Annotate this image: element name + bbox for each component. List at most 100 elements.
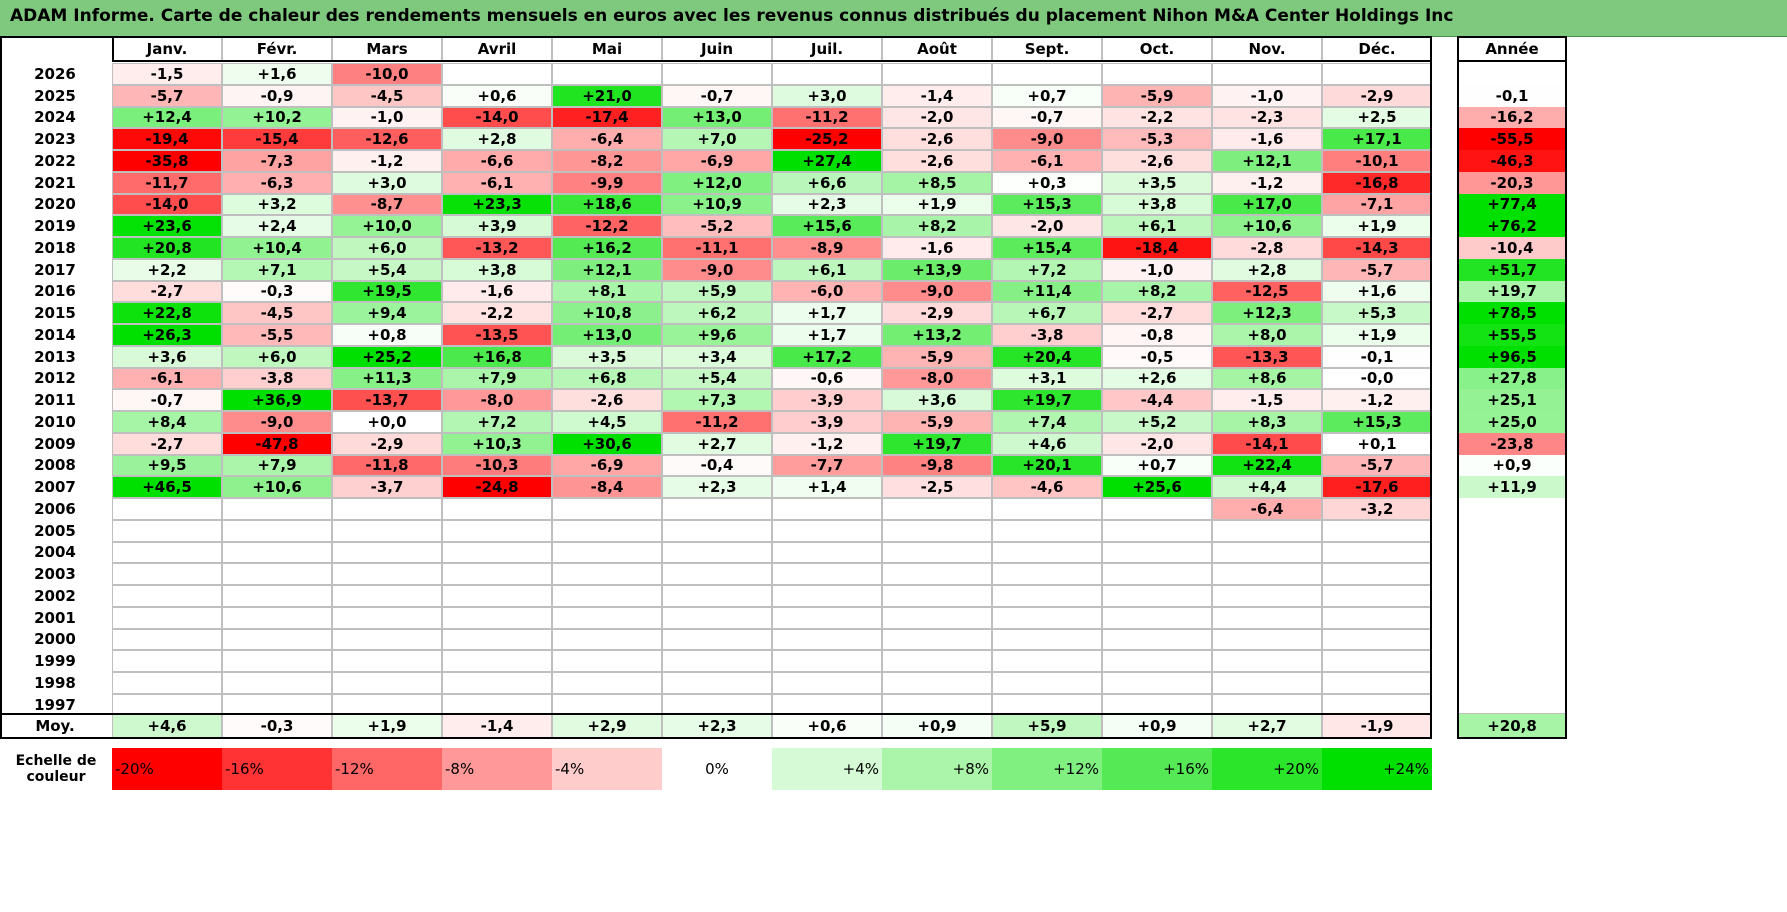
month-header: Juil. <box>772 36 882 62</box>
heatmap-cell: +19,7 <box>992 389 1102 411</box>
heatmap-cell: +15,6 <box>772 215 882 237</box>
heatmap-cell <box>552 519 662 542</box>
heatmap-cell: -9,8 <box>882 454 992 477</box>
annual-cell: +11,9 <box>1457 476 1567 498</box>
year-label: 2003 <box>0 563 110 585</box>
heatmap-cell <box>882 541 992 564</box>
heatmap-cell: -6,4 <box>1212 498 1322 520</box>
heatmap-cell: +9,4 <box>332 302 442 324</box>
heatmap-cell <box>552 585 662 607</box>
heatmap-cell: +25,2 <box>332 345 442 368</box>
average-annual-cell: +20,8 <box>1457 713 1567 739</box>
heatmap-cell: +1,6 <box>1322 280 1432 303</box>
heatmap-cell: -14,0 <box>112 193 222 216</box>
heatmap-cell: -2,0 <box>1102 432 1212 455</box>
heatmap-cell: +8,2 <box>882 215 992 237</box>
heatmap-cell: -12,6 <box>332 128 442 150</box>
heatmap-cell: -2,9 <box>332 432 442 455</box>
heatmap-cell <box>552 498 662 520</box>
heatmap-cell: -7,7 <box>772 454 882 477</box>
heatmap-cell: +5,4 <box>662 367 772 390</box>
heatmap-cell: +1,6 <box>222 63 332 85</box>
heatmap-cell <box>332 585 442 607</box>
heatmap-cell: +4,5 <box>552 411 662 433</box>
heatmap-cell <box>992 498 1102 520</box>
heatmap-cell: +5,3 <box>1322 302 1432 324</box>
heatmap-cell: +2,3 <box>662 476 772 498</box>
heatmap-cell: -5,5 <box>222 324 332 346</box>
heatmap-cell <box>222 650 332 672</box>
heatmap-cell: +20,1 <box>992 454 1102 477</box>
heatmap-cell: +22,8 <box>112 302 222 324</box>
heatmap-cell: -2,2 <box>1102 106 1212 129</box>
heatmap-cell: +17,2 <box>772 345 882 368</box>
heatmap-cell: +7,3 <box>662 389 772 411</box>
heatmap-cell: -8,9 <box>772 237 882 259</box>
heatmap-cell: -3,8 <box>992 324 1102 346</box>
annual-cell: +77,4 <box>1457 193 1567 216</box>
heatmap-cell <box>882 585 992 607</box>
heatmap-cell: +27,4 <box>772 150 882 172</box>
page-title: ADAM Informe. Carte de chaleur des rende… <box>10 6 1454 26</box>
heatmap-cell: -1,2 <box>772 432 882 455</box>
heatmap-cell: -13,5 <box>442 324 552 346</box>
heatmap-cell <box>552 541 662 564</box>
heatmap-cell: -1,6 <box>1212 128 1322 150</box>
heatmap-cell: -2,8 <box>1212 237 1322 259</box>
year-label: 2023 <box>0 128 110 150</box>
heatmap-cell: -6,9 <box>662 150 772 172</box>
heatmap-cell <box>882 498 992 520</box>
annual-cell: -10,4 <box>1457 237 1567 259</box>
heatmap-cell: -2,9 <box>1322 84 1432 107</box>
heatmap-cell <box>332 541 442 564</box>
heatmap-cell: +13,9 <box>882 258 992 281</box>
heatmap-cell: +10,8 <box>552 302 662 324</box>
scale-step: -8% <box>442 748 552 790</box>
year-label: 2001 <box>0 606 110 629</box>
heatmap-cell <box>112 563 222 585</box>
heatmap-cell: +6,0 <box>222 345 332 368</box>
heatmap-cell: +6,1 <box>772 258 882 281</box>
heatmap-cell <box>882 628 992 651</box>
heatmap-cell: -18,4 <box>1102 237 1212 259</box>
heatmap-cell <box>882 672 992 694</box>
heatmap-cell: +8,1 <box>552 280 662 303</box>
heatmap-cell: -10,3 <box>442 454 552 477</box>
average-cell: +2,7 <box>1212 713 1322 739</box>
heatmap-cell: -9,0 <box>662 258 772 281</box>
scale-step: +20% <box>1212 748 1322 790</box>
year-label: 1997 <box>0 693 110 716</box>
heatmap-cell: +0,1 <box>1322 432 1432 455</box>
heatmap-cell: +10,6 <box>1212 215 1322 237</box>
heatmap-cell: -6,6 <box>442 150 552 172</box>
year-label: 2014 <box>0 324 110 346</box>
average-cell: -1,4 <box>442 713 552 739</box>
heatmap-cell: -17,6 <box>1322 476 1432 498</box>
heatmap-cell: +6,1 <box>1102 215 1212 237</box>
heatmap-cell: -12,2 <box>552 215 662 237</box>
heatmap-cell <box>1322 585 1432 607</box>
heatmap-cell: -6,4 <box>552 128 662 150</box>
heatmap-cell: -0,0 <box>1322 367 1432 390</box>
year-label: 1998 <box>0 672 110 694</box>
month-header: Déc. <box>1322 36 1432 62</box>
heatmap-cell: -17,4 <box>552 106 662 129</box>
heatmap-cell <box>442 650 552 672</box>
scale-step: +12% <box>992 748 1102 790</box>
heatmap-cell: +5,9 <box>662 280 772 303</box>
month-header: Mai <box>552 36 662 62</box>
heatmap-cell: +7,4 <box>992 411 1102 433</box>
heatmap-cell: +17,1 <box>1322 128 1432 150</box>
heatmap-cell <box>552 628 662 651</box>
year-label: 2002 <box>0 585 110 607</box>
heatmap-cell <box>882 63 992 85</box>
heatmap-cell: +12,4 <box>112 106 222 129</box>
month-header: Août <box>882 36 992 62</box>
scale-step: -4% <box>552 748 662 790</box>
heatmap-cell <box>662 650 772 672</box>
heatmap-cell <box>442 63 552 85</box>
heatmap-cell <box>332 650 442 672</box>
heatmap-cell: -2,7 <box>112 280 222 303</box>
scale-label-line2: couleur <box>26 769 86 785</box>
heatmap-cell: -11,2 <box>772 106 882 129</box>
